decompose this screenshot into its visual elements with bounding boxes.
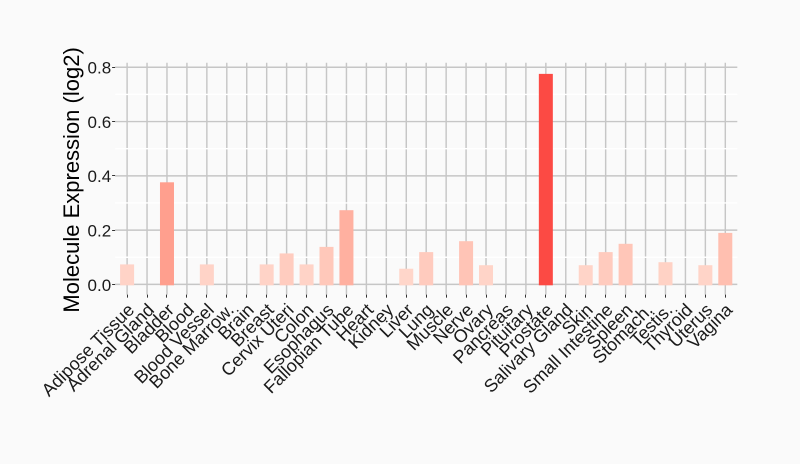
svg-text:Molecule Expression (log2): Molecule Expression (log2) (59, 47, 84, 312)
svg-text:0.6: 0.6 (88, 113, 112, 132)
svg-text:0.0: 0.0 (88, 276, 112, 295)
svg-text:0.8: 0.8 (88, 59, 112, 78)
svg-text:0.2: 0.2 (88, 222, 112, 241)
svg-text:0.4: 0.4 (88, 167, 112, 186)
